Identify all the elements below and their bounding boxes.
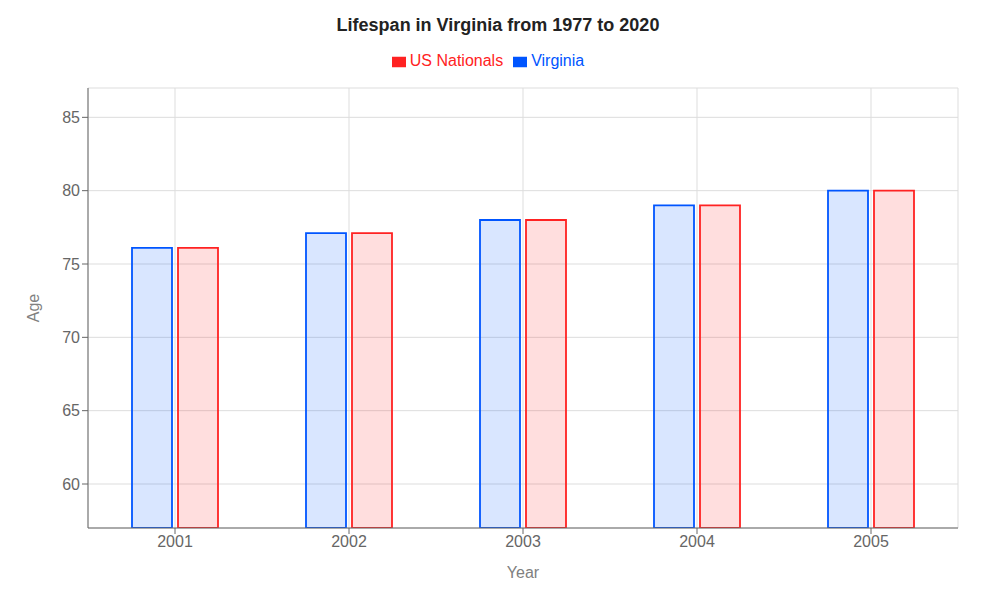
svg-text:2001: 2001: [157, 533, 193, 550]
svg-text:2005: 2005: [853, 533, 889, 550]
svg-text:Year: Year: [507, 564, 540, 581]
svg-text:65: 65: [62, 402, 80, 419]
svg-text:2002: 2002: [331, 533, 367, 550]
svg-text:75: 75: [62, 256, 80, 273]
svg-text:85: 85: [62, 109, 80, 126]
svg-text:2003: 2003: [505, 533, 541, 550]
html-text:US Nationals: US Nationals: [409, 52, 504, 69]
svg-text:80: 80: [62, 182, 80, 199]
html-text:Virginia: Virginia: [531, 52, 585, 69]
svg-text:70: 70: [62, 329, 80, 346]
svg-text:Age: Age: [25, 294, 42, 323]
html-text:Lifespan in Virginia from 1977: Lifespan in Virginia from 1977 to 2020: [336, 15, 660, 35]
svg-text:2004: 2004: [679, 533, 715, 550]
svg-text:60: 60: [62, 476, 80, 493]
